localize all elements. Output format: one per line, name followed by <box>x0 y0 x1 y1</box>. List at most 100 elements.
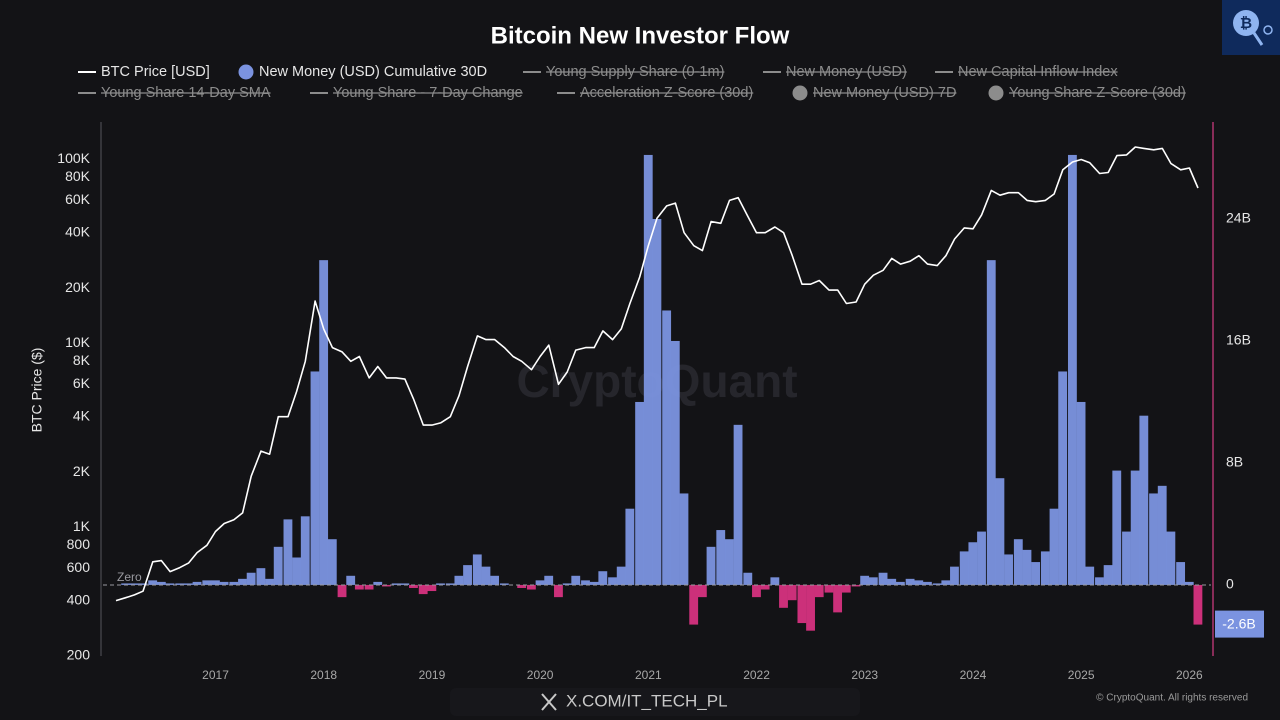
flow-bar <box>1067 154 1077 585</box>
flow-bar <box>192 581 202 585</box>
flow-bar <box>562 583 572 585</box>
flow-bar <box>851 584 861 587</box>
flow-bar <box>148 580 158 585</box>
flow-bar <box>373 581 383 585</box>
y-tick-label: 40K <box>65 223 91 239</box>
flow-bar <box>1049 508 1059 585</box>
x-tick-label: 2024 <box>960 668 987 682</box>
flow-bar <box>165 583 175 585</box>
legend-label: BTC Price [USD] <box>101 64 210 80</box>
x-tick-label: 2021 <box>635 668 662 682</box>
flow-bar <box>932 583 942 585</box>
flow-bar <box>716 530 726 585</box>
flow-bar <box>1040 551 1050 585</box>
flow-bar <box>662 310 672 585</box>
flow-bar <box>1076 401 1086 585</box>
flow-bar <box>427 584 437 592</box>
flow-bar <box>868 577 878 585</box>
flow-bar <box>752 584 761 598</box>
flow-bar <box>1149 493 1158 585</box>
flow-bar <box>265 578 274 585</box>
flow-bar <box>977 531 986 585</box>
footer-text: X.COM/IT_TECH_PL <box>566 691 728 710</box>
flow-bar <box>706 546 716 585</box>
flow-bar <box>517 584 527 588</box>
flow-bar <box>246 572 256 585</box>
flow-bar <box>581 580 590 585</box>
x-tick-label: 2018 <box>310 668 337 682</box>
flow-bar <box>895 581 905 585</box>
flow-bar <box>743 572 753 585</box>
flow-bar <box>779 584 788 608</box>
flow-bar <box>968 542 978 585</box>
flow-bar <box>219 581 229 585</box>
flow-bar <box>760 584 770 590</box>
x-tick-label: 2022 <box>743 668 770 682</box>
legend-marker <box>792 85 808 101</box>
flow-bar <box>941 580 951 585</box>
flow-bar <box>860 575 870 585</box>
logo-handle <box>1252 32 1264 46</box>
flow-bar <box>292 557 302 585</box>
flow-bar <box>544 575 554 585</box>
y-tick-label: 600 <box>67 559 91 575</box>
logo: ₿ <box>1222 0 1280 55</box>
flow-bar <box>211 580 220 585</box>
flow-bar <box>1122 531 1131 585</box>
flow-bar <box>463 565 472 585</box>
x-tick-label: 2025 <box>1068 668 1095 682</box>
flow-bar <box>797 584 807 624</box>
flow-bar <box>635 401 645 585</box>
flow-bar <box>121 583 131 585</box>
flow-bar <box>346 575 356 585</box>
y-tick-label: 10K <box>65 334 91 350</box>
flow-bar <box>652 218 662 585</box>
flow-bar <box>887 578 897 585</box>
flow-bar <box>589 581 599 585</box>
flow-bar <box>1184 581 1194 585</box>
flow-bar <box>409 584 418 588</box>
y-axis-title: BTC Price ($) <box>29 348 45 433</box>
y-tick-label: 60K <box>65 191 91 207</box>
flow-bar <box>1058 371 1068 585</box>
legend-item: Acceleration Z-Score (30d) <box>557 85 754 101</box>
flow-bar <box>535 580 545 585</box>
legend-item: Young Share 14-Day SMA <box>78 85 271 101</box>
legend-item: New Money (USD) <box>763 64 907 80</box>
flow-bar <box>905 578 915 585</box>
current-value-label: -2.6B <box>1222 615 1255 631</box>
flow-bar <box>733 424 743 585</box>
flow-bar <box>1139 415 1149 585</box>
flow-bar <box>1176 562 1186 585</box>
flow-bar <box>1157 485 1167 585</box>
flow-bar <box>922 581 932 585</box>
y2-tick-label: 8B <box>1226 454 1243 470</box>
y-tick-label: 8K <box>73 352 91 368</box>
flow-bar <box>256 568 266 585</box>
flow-bar <box>689 584 699 625</box>
flow-bar <box>310 371 320 585</box>
flow-bar <box>138 583 148 585</box>
flow-bar <box>670 340 680 585</box>
price-line <box>115 146 1199 602</box>
logo-node <box>1263 25 1273 35</box>
flow-bar <box>724 539 734 585</box>
legend-marker <box>988 85 1004 101</box>
y-tick-label: 4K <box>73 407 91 423</box>
flow-bar <box>571 575 581 585</box>
logo-symbol: ₿ <box>1240 15 1252 32</box>
flow-bar <box>499 583 509 585</box>
flow-bar <box>806 584 815 631</box>
flow-bar <box>1085 566 1095 585</box>
flow-bar <box>1004 554 1013 585</box>
flow-bar <box>337 584 347 598</box>
flow-bar <box>229 581 239 585</box>
footer-box <box>450 688 860 716</box>
flow-bar <box>787 584 797 601</box>
flow-bar <box>391 583 401 585</box>
current-value-box <box>1215 610 1264 638</box>
